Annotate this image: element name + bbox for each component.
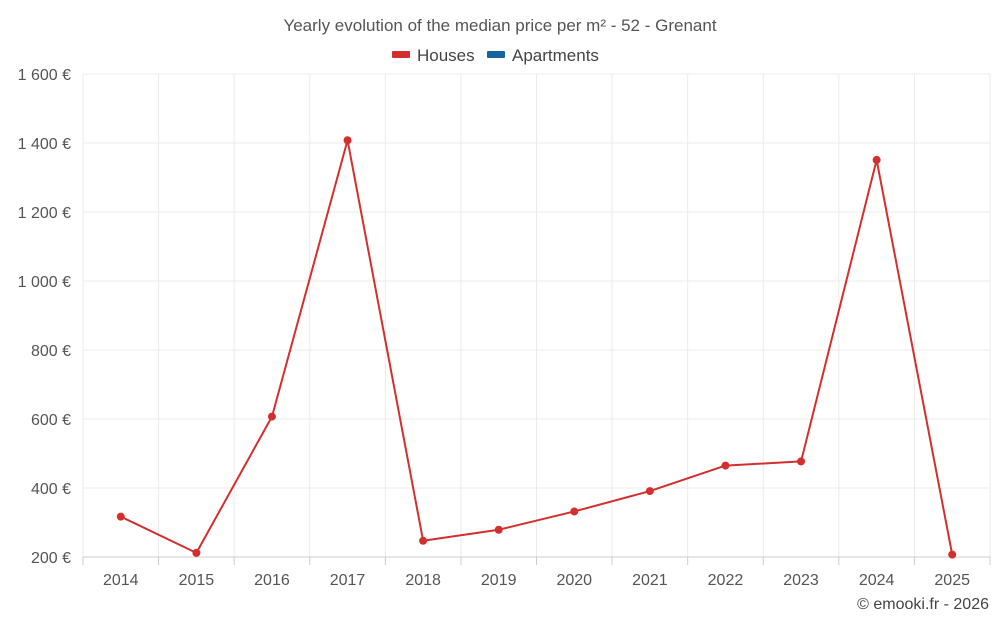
x-tick-label: 2025 [934, 572, 970, 589]
x-axis-ticks: 2014 2015 2016 2017 2018 2019 2020 2021 2022 2023… [103, 572, 970, 589]
x-tick-label: 2019 [481, 572, 517, 589]
y-tick-label: 200 € [31, 550, 71, 567]
series-houses [116, 136, 957, 559]
y-tick-label: 1 000 € [18, 274, 71, 291]
data-point-2018[interactable] [419, 536, 428, 545]
credit-text: © emooki.fr - 2026 [857, 596, 989, 613]
data-point-2022[interactable] [721, 461, 730, 470]
data-point-2016[interactable] [267, 412, 276, 421]
y-tick-label: 1 400 € [18, 136, 71, 153]
y-axis-ticks: 200 € 400 € 600 € 800 € 1 000 € 1 200 € 1 400 … [18, 67, 71, 567]
y-tick-label: 800 € [31, 343, 71, 360]
chart-title: Yearly evolution of the median price per… [283, 16, 716, 35]
data-point-2023[interactable] [797, 457, 806, 466]
legend-swatch-houses [392, 51, 410, 58]
x-tick-label: 2017 [330, 572, 366, 589]
y-tick-label: 600 € [31, 412, 71, 429]
axes [82, 556, 991, 565]
x-tick-label: 2014 [103, 572, 139, 589]
y-tick-label: 1 200 € [18, 205, 71, 222]
x-tick-label: 2021 [632, 572, 668, 589]
data-point-2025[interactable] [948, 550, 957, 559]
series-line-houses [120, 139, 954, 555]
legend-item-apartments[interactable]: Apartments [487, 46, 599, 65]
data-point-2017[interactable] [343, 136, 352, 145]
data-point-2024[interactable] [872, 155, 881, 164]
legend-label-houses: Houses [417, 46, 475, 65]
data-point-2020[interactable] [570, 507, 579, 516]
x-tick-label: 2016 [254, 572, 290, 589]
x-tick-label: 2024 [859, 572, 895, 589]
data-point-2019[interactable] [494, 525, 503, 534]
y-tick-label: 400 € [31, 481, 71, 498]
x-tick-label: 2015 [179, 572, 215, 589]
legend-item-houses[interactable]: Houses [392, 46, 475, 65]
data-point-2014[interactable] [116, 512, 125, 521]
grid [82, 73, 991, 557]
x-tick-label: 2018 [405, 572, 441, 589]
data-point-2021[interactable] [645, 487, 654, 496]
legend-swatch-apartments [487, 51, 505, 58]
x-tick-label: 2020 [556, 572, 592, 589]
data-point-2015[interactable] [192, 548, 201, 557]
x-tick-label: 2023 [783, 572, 819, 589]
legend-label-apartments: Apartments [512, 46, 599, 65]
y-tick-label: 1 600 € [18, 67, 71, 84]
legend: Houses Apartments [392, 46, 599, 65]
x-tick-label: 2022 [708, 572, 744, 589]
